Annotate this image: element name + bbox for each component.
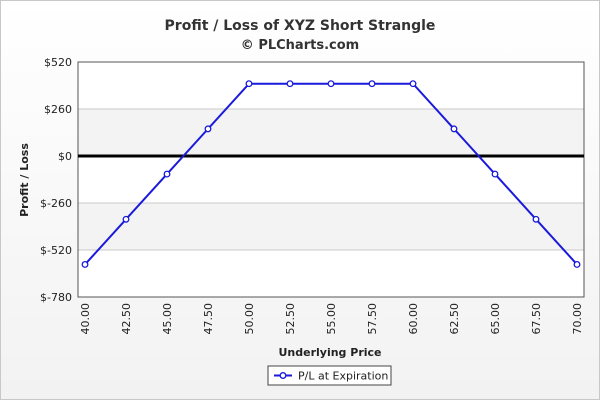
x-tick-label: 50.00 xyxy=(243,303,256,335)
legend-marker xyxy=(279,372,287,379)
data-point xyxy=(122,215,130,223)
x-tick-label: 42.50 xyxy=(120,303,133,335)
y-axis-ticks: $520 $260 $0 $-260 $-520 $-780 xyxy=(40,56,72,304)
x-tick-label: 62.50 xyxy=(448,303,461,335)
y-tick-label: $0 xyxy=(58,150,72,163)
x-axis-label: Underlying Price xyxy=(278,346,381,359)
plot-band xyxy=(78,156,584,203)
y-tick-label: $520 xyxy=(44,56,72,69)
x-tick-label: 40.00 xyxy=(79,303,92,335)
data-point xyxy=(81,261,89,268)
plot-band xyxy=(78,203,584,250)
x-tick-label: 57.50 xyxy=(366,303,379,335)
y-tick-label: $-520 xyxy=(40,244,72,257)
series-group xyxy=(81,80,581,268)
y-axis-label: Profit / Loss xyxy=(18,143,31,217)
data-point xyxy=(450,125,458,133)
x-tick-label: 47.50 xyxy=(202,303,215,335)
chart-subtitle: © PLCharts.com xyxy=(241,38,359,53)
x-tick-label: 55.00 xyxy=(325,303,338,335)
x-tick-label: 52.50 xyxy=(284,303,297,335)
plot-background xyxy=(78,62,584,297)
data-point xyxy=(204,125,212,133)
x-tick-label: 67.50 xyxy=(530,303,543,335)
data-point xyxy=(491,170,499,178)
x-tick-label: 65.00 xyxy=(489,303,502,335)
data-point xyxy=(532,215,540,223)
data-point xyxy=(245,80,253,88)
legend-label: P/L at Expiration xyxy=(298,370,388,383)
y-tick-label: $-260 xyxy=(40,197,72,210)
x-tick-label: 45.00 xyxy=(161,303,174,335)
legend-box xyxy=(267,365,392,386)
data-point xyxy=(286,80,294,88)
y-tick-label: $260 xyxy=(44,103,72,116)
plot-band xyxy=(78,109,584,156)
data-point xyxy=(368,80,376,88)
x-tick-label: 70.00 xyxy=(571,303,584,335)
plot-band xyxy=(78,250,584,297)
chart-title: Profit / Loss of XYZ Short Strangle xyxy=(165,18,436,34)
y-tick-label: $-780 xyxy=(40,291,72,304)
data-point xyxy=(163,170,171,178)
x-tick-label: 60.00 xyxy=(407,303,420,335)
plot-border xyxy=(77,61,585,298)
data-point xyxy=(573,261,581,268)
data-point xyxy=(409,80,417,88)
legend: P/L at Expiration xyxy=(267,365,392,386)
x-axis-ticks: 40.00 42.50 45.00 47.50 50.00 52.50 55.00 57.50… xyxy=(79,303,584,335)
data-point xyxy=(327,80,335,88)
